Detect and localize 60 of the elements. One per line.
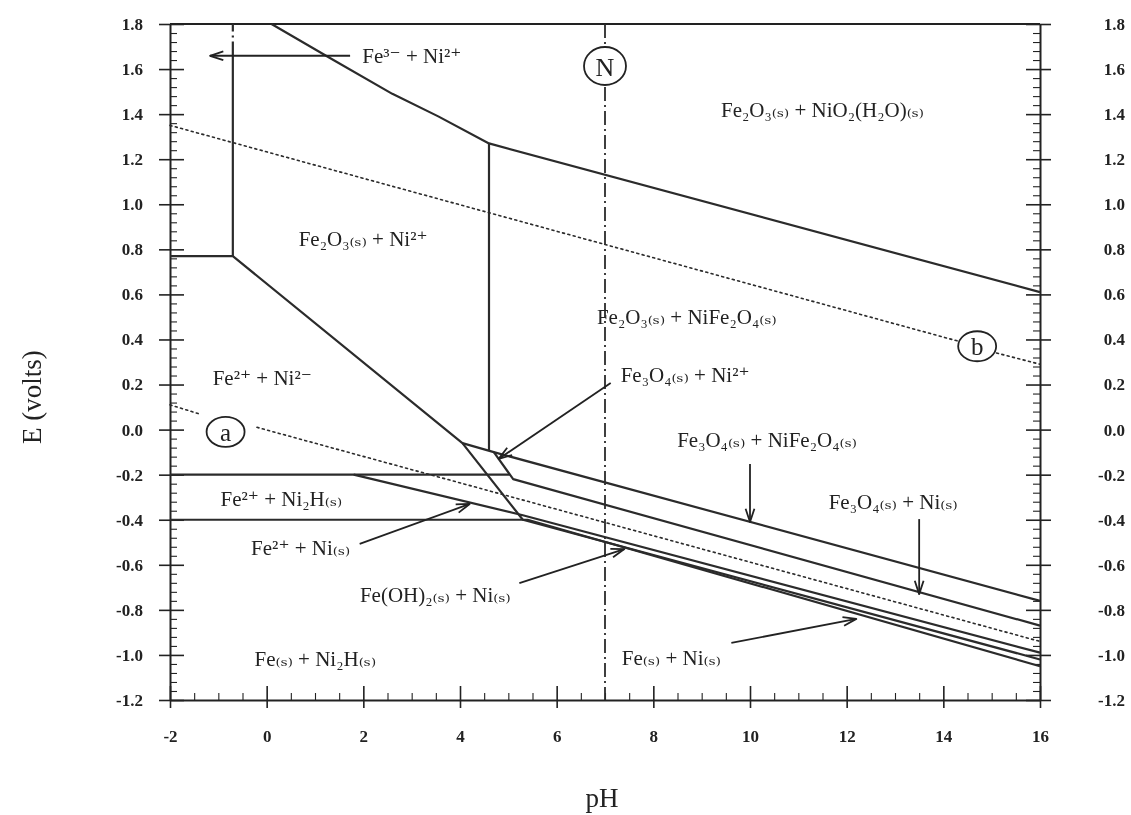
y2-tick-label: 0.0 (1103, 420, 1125, 440)
y2-tick-label: -1.0 (1098, 645, 1125, 665)
y-tick-label: -0.6 (116, 555, 143, 575)
y-axis-title: E (volts) (17, 350, 47, 444)
y-tick-label: 0.2 (121, 375, 143, 395)
y-tick-label: 0.6 (121, 285, 143, 305)
x-tick-label: 4 (456, 727, 466, 747)
x-tick-label: 16 (1032, 727, 1049, 747)
x-tick-label: 2 (359, 727, 369, 747)
x-tick-label: 12 (838, 727, 856, 747)
annotation: Fe³⁻ + Ni²⁺ (362, 43, 462, 68)
annotation: Fe²⁺ + Ni₂H₍ₛ₎ (220, 487, 343, 512)
y2-tick-label: -1.2 (1098, 690, 1125, 710)
x-tick-label: 10 (742, 727, 759, 747)
y-tick-label: -0.8 (116, 600, 143, 620)
y2-tick-label: 0.2 (1103, 375, 1125, 395)
y-tick-label: 1.6 (121, 60, 143, 80)
y-tick-label: -1.2 (116, 690, 143, 710)
annotation: Fe₃O₄₍ₛ₎ + Ni₍ₛ₎ (828, 490, 958, 515)
y2-tick-label: 0.4 (1103, 330, 1126, 350)
y-tick-label: 0.0 (121, 420, 143, 440)
annotation: Fe²⁺ + Ni₍ₛ₎ (251, 535, 351, 560)
y2-tick-label: -0.8 (1098, 600, 1125, 620)
y-tick-label: 1.8 (121, 14, 143, 34)
y2-tick-label: 1.2 (1103, 150, 1125, 170)
y-tick-label: 1.0 (121, 195, 143, 215)
y-tick-label: -0.4 (116, 510, 144, 530)
x-tick-label: -2 (163, 727, 178, 747)
ref-line-label: N (595, 52, 615, 82)
y2-tick-label: 0.6 (1103, 285, 1125, 305)
y-tick-label: -1.0 (116, 645, 143, 665)
y2-tick-label: 1.0 (1103, 195, 1125, 215)
y2-tick-label: -0.4 (1098, 510, 1126, 530)
x-tick-label: 0 (262, 727, 272, 747)
annotation: Fe²⁺ + Ni²⁻ (212, 366, 312, 391)
annotation: Fe₂O₃₍ₛ₎ + NiO₂(H₂O)₍ₛ₎ (720, 97, 925, 122)
y-tick-label: -0.2 (116, 465, 143, 485)
annotation: Fe(OH)₂₍ₛ₎ + Ni₍ₛ₎ (359, 583, 511, 608)
annotation: Fe₍ₛ₎ + Ni₂H₍ₛ₎ (254, 647, 377, 672)
x-axis-title: pH (585, 783, 619, 813)
annotation: Fe₍ₛ₎ + Ni₍ₛ₎ (621, 645, 721, 670)
annotation: b (970, 332, 984, 360)
x-tick-label: 14 (935, 727, 953, 747)
y-tick-label: 1.2 (121, 150, 143, 170)
y2-tick-label: 0.8 (1103, 240, 1125, 260)
y-tick-label: 0.4 (121, 330, 144, 350)
x-tick-label: 6 (552, 727, 562, 747)
annotation: Fe₂O₃₍ₛ₎ + NiFe₂O₄₍ₛ₎ (596, 304, 777, 329)
y2-tick-label: -0.6 (1098, 555, 1125, 575)
annotation: Fe₃O₄₍ₛ₎ + Ni²⁺ (620, 362, 750, 387)
y-tick-label: 1.4 (121, 105, 144, 125)
y-tick-label: 0.8 (121, 240, 143, 260)
y2-tick-label: -0.2 (1098, 465, 1125, 485)
y2-tick-label: 1.6 (1103, 60, 1125, 80)
annotation: a (220, 418, 232, 446)
annotation: Fe₂O₃₍ₛ₎ + Ni²⁺ (298, 226, 428, 251)
y2-tick-label: 1.8 (1103, 14, 1125, 34)
annotation: Fe₃O₄₍ₛ₎ + NiFe₂O₄₍ₛ₎ (677, 427, 857, 452)
y2-tick-label: 1.4 (1103, 105, 1126, 125)
x-tick-label: 8 (649, 727, 659, 747)
